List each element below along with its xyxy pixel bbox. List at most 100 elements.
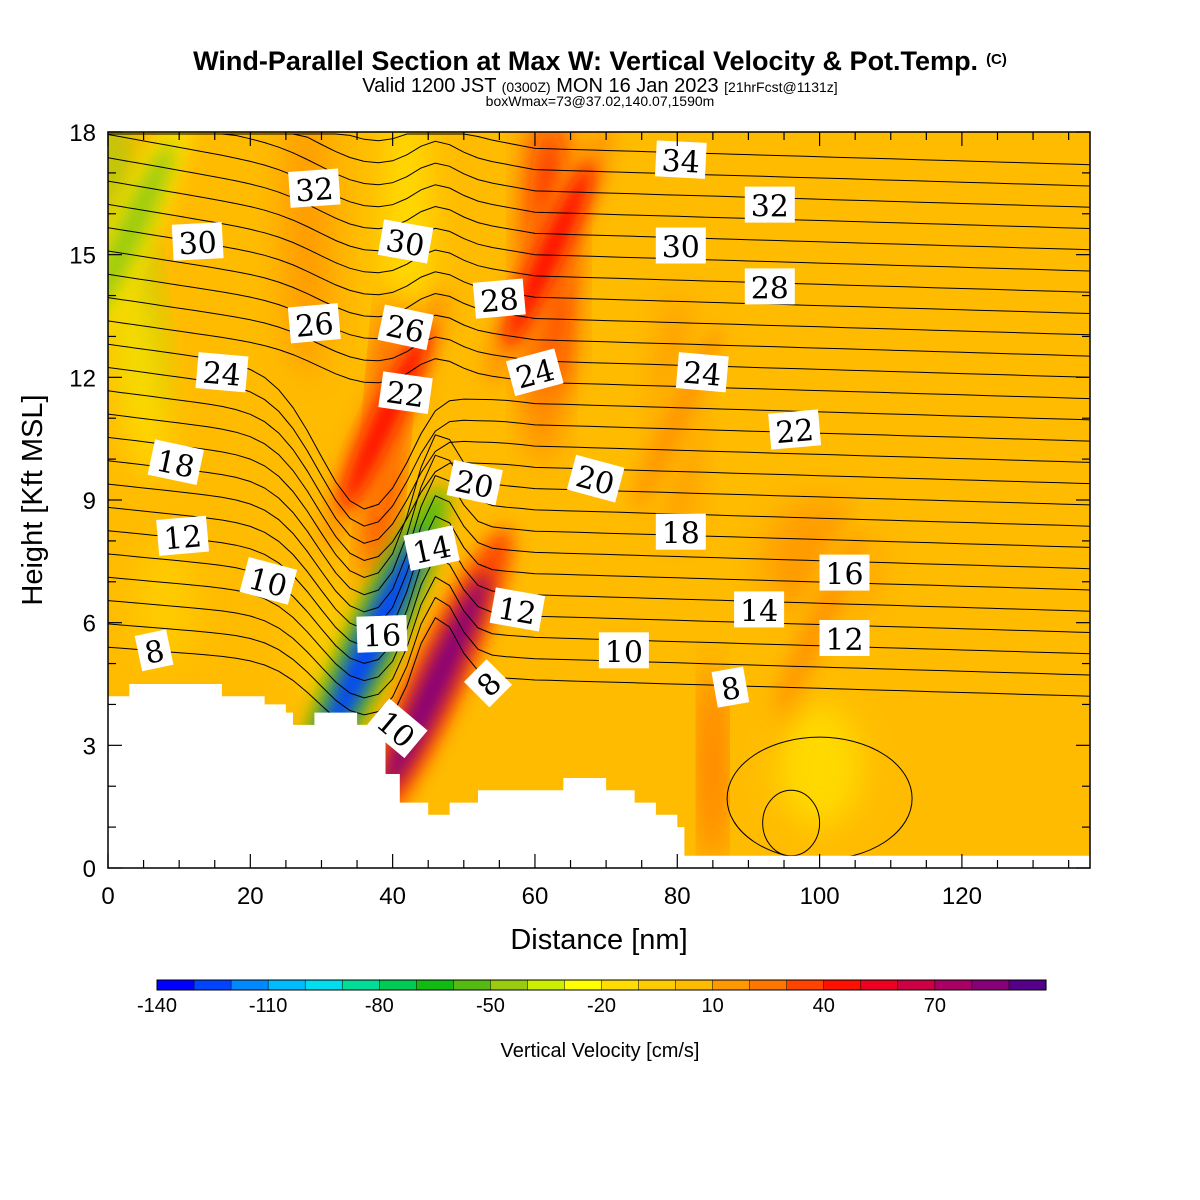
- colorbar-swatch: [267, 979, 306, 991]
- colorbar-swatch: [860, 979, 899, 991]
- theta-label-box: [734, 591, 785, 628]
- theta-label-text: 30: [178, 225, 218, 262]
- theta-label-box: [356, 615, 408, 653]
- colorbar-swatch: [823, 979, 862, 991]
- theta-contour-line: [108, 556, 1090, 682]
- theta-label: 8: [134, 629, 174, 672]
- x-tick-label: 40: [379, 883, 406, 910]
- x-tick-label: 20: [237, 883, 264, 910]
- colorbar-swatch: [527, 979, 566, 991]
- theta-label-box: [744, 186, 795, 223]
- y-tick-label: 18: [69, 120, 96, 147]
- theta-label-text: 34: [661, 144, 701, 181]
- colorbar-swatch: [971, 979, 1010, 991]
- theta-contour-labels: 8121018242630323026222014161081228242010…: [134, 140, 870, 759]
- theta-label-text: 28: [479, 282, 520, 320]
- colorbar-swatch: [416, 979, 454, 991]
- theta-contour-line: [108, 157, 1090, 251]
- theta-contour-line: [108, 297, 1090, 378]
- theta-label-box: [489, 587, 546, 632]
- theta-label: 20: [566, 454, 625, 503]
- theta-label-box: [377, 304, 434, 351]
- theta-label-box: [378, 371, 433, 415]
- theta-label-box: [239, 556, 298, 605]
- y-axis-title: Height [Kft MSL]: [17, 394, 49, 605]
- colorbar-swatch: [749, 979, 788, 991]
- theta-label-box: [768, 409, 822, 450]
- y-tick-label: 12: [69, 365, 96, 392]
- theta-label-text: 32: [751, 190, 789, 225]
- theta-label-box: [156, 515, 210, 556]
- theta-label-box: [472, 278, 526, 319]
- colorbar-swatch: [379, 979, 417, 991]
- theta-label: 14: [734, 591, 785, 629]
- theta-label-box: [655, 513, 706, 550]
- colorbar-swatch: [304, 979, 343, 991]
- theta-label: 26: [287, 303, 341, 345]
- theta-contour-line: [108, 474, 1090, 613]
- colorbar-tick-label: -20: [587, 995, 616, 1017]
- theta-label: 20: [446, 459, 503, 506]
- y-tick-label: 0: [83, 856, 96, 883]
- x-tick-label: 80: [664, 883, 691, 910]
- theta-contour-line: [108, 367, 1090, 527]
- theta-label-box: [675, 352, 729, 393]
- theta-label-text: 22: [774, 413, 815, 451]
- theta-label-box: [819, 554, 870, 591]
- theta-label-text: 18: [662, 517, 700, 552]
- theta-contour-line: [108, 495, 1090, 630]
- colorbar-swatch: [897, 979, 936, 991]
- chart-subtitle-2: boxWmax=73@37.02,140.07,1590m: [486, 93, 715, 109]
- colorbar-tick-label: -80: [365, 995, 394, 1017]
- theta-label-text: 26: [294, 307, 335, 345]
- theta-label: 30: [377, 219, 434, 264]
- theta-label-box: [134, 629, 174, 672]
- colorbar-swatch: [1008, 979, 1047, 991]
- colorbar-tick-label: 40: [813, 995, 835, 1017]
- theta-label: 28: [472, 278, 526, 320]
- theta-label: 10: [598, 632, 649, 670]
- chart-subtitle: Valid 1200 JST (0300Z) MON 16 Jan 2023 […: [362, 75, 837, 97]
- theta-label: 26: [377, 304, 434, 351]
- theta-label-box: [566, 454, 625, 503]
- theta-label-text: 24: [201, 356, 242, 394]
- colorbar-swatch: [675, 979, 714, 991]
- theta-label-text: 26: [383, 309, 428, 351]
- y-tick-label: 9: [83, 488, 96, 515]
- theta-label: 14: [403, 525, 460, 572]
- theta-contour-line: [108, 250, 1090, 336]
- theta-label: 12: [156, 515, 210, 557]
- theta-label: 24: [195, 352, 249, 394]
- theta-label-text: 12: [825, 623, 863, 658]
- theta-contour-line: [108, 133, 1090, 208]
- chart-title-line: Wind-Parallel Section at Max W: Vertical…: [193, 46, 1007, 76]
- theta-label: 22: [768, 409, 822, 451]
- theta-label-text: 20: [452, 464, 497, 506]
- theta-label-box: [171, 222, 224, 261]
- theta-label: 16: [356, 615, 408, 655]
- theta-label: 32: [288, 168, 341, 209]
- x-axis-title: Distance [nm]: [510, 924, 687, 956]
- colorbar-tick-label: -140: [137, 995, 177, 1017]
- theta-label: 18: [655, 513, 706, 552]
- colorbar-swatch: [453, 979, 491, 991]
- theta-contour-line: [108, 180, 1090, 272]
- theta-contour-line: [108, 320, 1090, 400]
- theta-label-box: [147, 439, 205, 486]
- chart-title: Wind-Parallel Section at Max W: Vertical…: [193, 46, 978, 76]
- theta-label-text: 10: [605, 635, 643, 670]
- theta-label-text: 16: [362, 618, 401, 654]
- y-tick-label: 15: [69, 243, 96, 270]
- colorbar-swatch: [786, 979, 825, 991]
- theta-label-box: [711, 666, 750, 708]
- theta-label-text: 14: [410, 529, 455, 571]
- theta-label-box: [744, 268, 795, 305]
- theta-label-text: 28: [751, 271, 789, 306]
- theta-label-box: [446, 459, 503, 506]
- y-tick-label: 3: [83, 733, 96, 760]
- theta-contour-line: [108, 273, 1090, 357]
- terrain-mask: [108, 684, 1090, 868]
- velocity-blob: [704, 663, 722, 868]
- colorbar-swatch: [156, 979, 195, 991]
